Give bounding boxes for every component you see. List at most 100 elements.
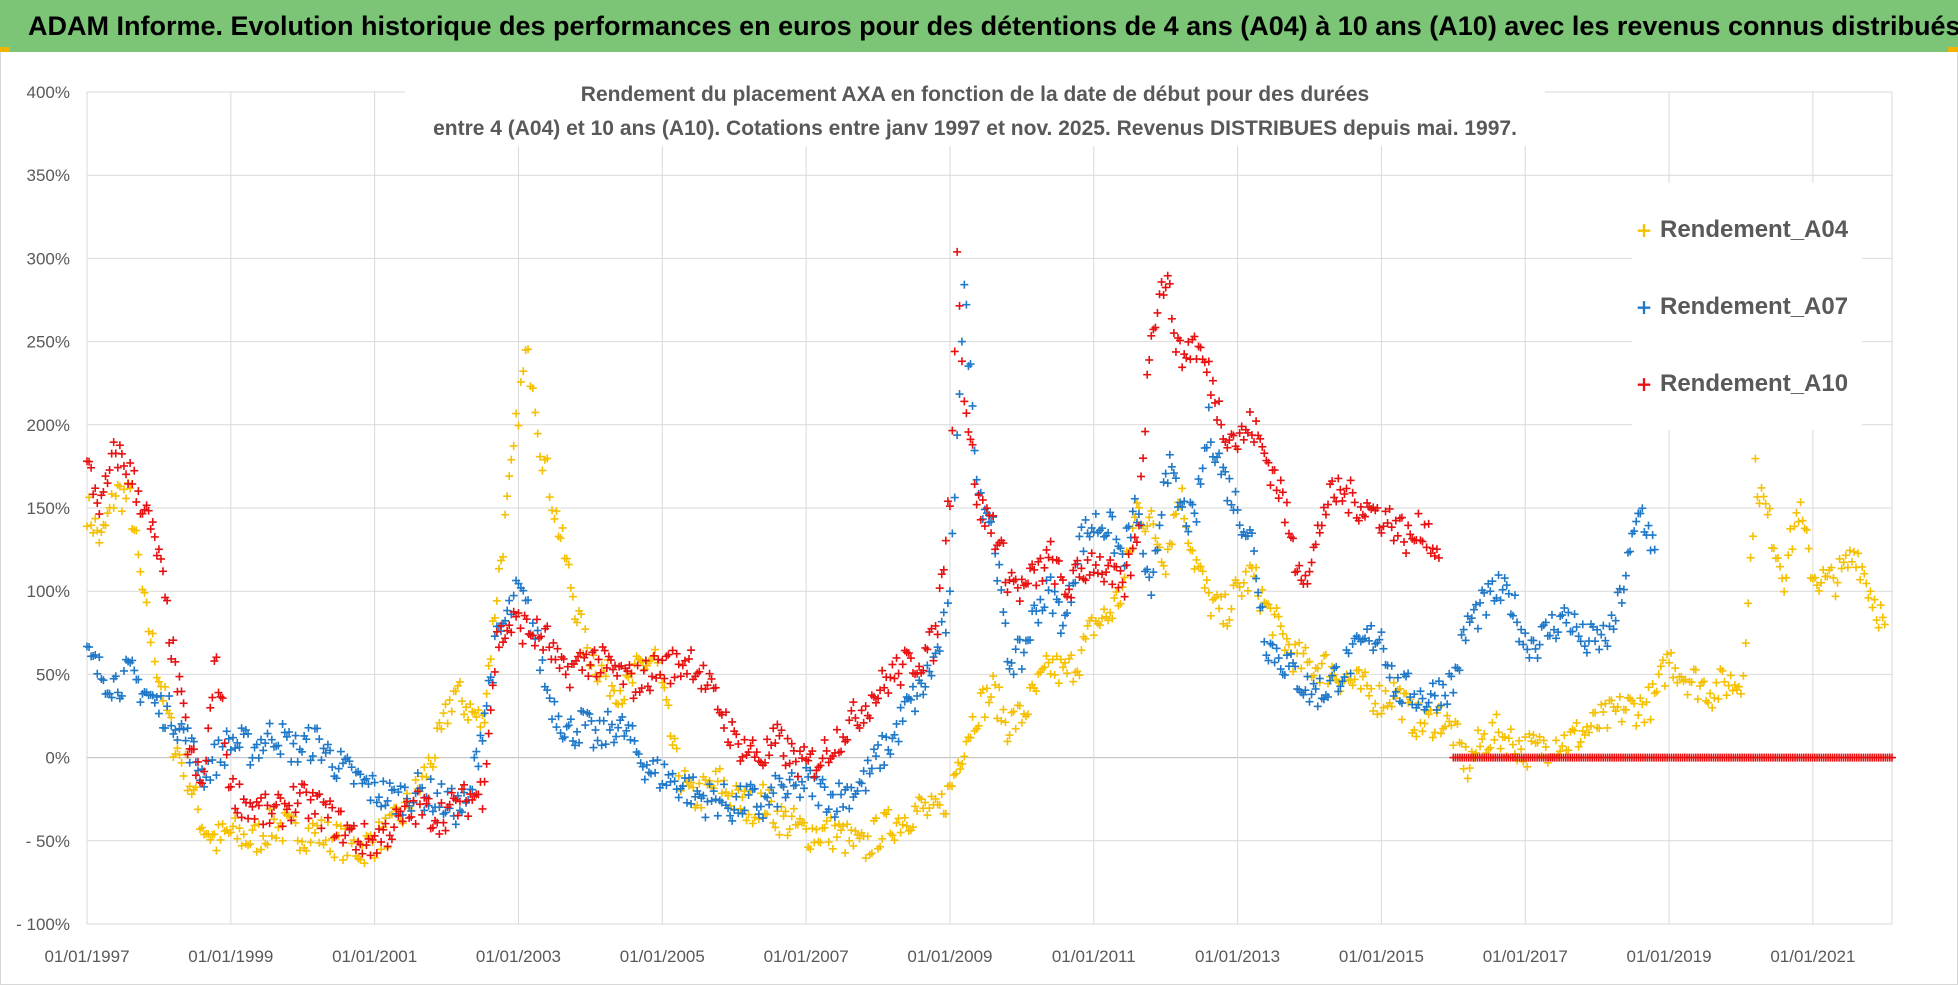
data-point xyxy=(528,384,537,393)
data-point xyxy=(122,494,131,503)
data-point xyxy=(1365,636,1374,645)
data-point xyxy=(1804,544,1813,553)
banner-title: ADAM Informe. Evolution historique des p… xyxy=(0,0,1958,52)
data-point xyxy=(507,628,516,637)
data-point xyxy=(1418,694,1427,703)
data-point xyxy=(798,777,807,786)
data-point xyxy=(798,754,807,763)
data-point xyxy=(372,849,381,858)
data-point xyxy=(1040,603,1049,612)
data-point xyxy=(1443,700,1452,709)
data-point xyxy=(1040,663,1049,672)
data-point xyxy=(214,688,223,697)
data-point xyxy=(1402,689,1411,698)
data-point xyxy=(396,782,405,791)
data-point xyxy=(1005,664,1014,673)
legend-item-a04: + Rendement_A04 xyxy=(1632,191,1862,268)
data-point xyxy=(1038,576,1047,585)
data-point xyxy=(377,845,386,854)
data-point xyxy=(474,706,483,715)
data-point xyxy=(1660,681,1669,690)
data-point xyxy=(948,426,957,435)
data-point xyxy=(935,584,944,593)
data-point xyxy=(1621,705,1630,714)
y-tick-label: - 100% xyxy=(16,915,70,934)
data-point xyxy=(726,811,735,820)
data-point xyxy=(1159,478,1168,487)
data-point xyxy=(428,823,437,832)
data-point xyxy=(470,753,479,762)
data-point xyxy=(332,774,341,783)
data-point xyxy=(748,736,757,745)
data-point xyxy=(1280,671,1289,680)
data-point xyxy=(1751,454,1760,463)
data-point xyxy=(578,666,587,675)
data-point xyxy=(476,722,485,731)
data-point xyxy=(1213,590,1222,599)
data-point xyxy=(126,459,135,468)
data-point xyxy=(1336,682,1345,691)
data-point xyxy=(783,789,792,798)
data-point xyxy=(607,681,616,690)
data-point xyxy=(1367,621,1376,630)
data-point xyxy=(658,779,667,788)
data-point xyxy=(1348,488,1357,497)
data-point xyxy=(1311,684,1320,693)
data-point xyxy=(218,694,227,703)
data-point xyxy=(1369,646,1378,655)
data-point xyxy=(1605,622,1614,631)
data-point xyxy=(326,797,335,806)
data-point xyxy=(276,794,285,803)
data-point xyxy=(1204,357,1213,366)
data-point xyxy=(1430,728,1439,737)
data-point xyxy=(1471,600,1480,609)
data-point xyxy=(1260,449,1269,458)
data-point xyxy=(841,848,850,857)
data-point xyxy=(1282,498,1291,507)
data-point xyxy=(392,805,401,814)
data-point xyxy=(1024,710,1033,719)
data-point xyxy=(453,681,462,690)
data-point xyxy=(1630,699,1639,708)
x-tick-label: 01/01/2007 xyxy=(764,947,849,966)
data-point xyxy=(984,698,993,707)
data-point xyxy=(579,707,588,716)
data-point xyxy=(1578,620,1587,629)
data-point xyxy=(1124,550,1133,559)
data-point xyxy=(237,724,246,733)
data-point xyxy=(955,301,964,310)
data-point xyxy=(941,809,950,818)
data-point xyxy=(1202,576,1211,585)
data-point xyxy=(1165,279,1174,288)
data-point xyxy=(1601,699,1610,708)
data-point xyxy=(832,807,841,816)
data-point xyxy=(1776,562,1785,571)
data-point xyxy=(638,762,647,771)
data-point xyxy=(1003,657,1012,666)
data-point xyxy=(524,596,533,605)
data-point xyxy=(200,767,209,776)
data-point xyxy=(1104,561,1113,570)
data-point xyxy=(1350,498,1359,507)
data-point xyxy=(482,689,491,698)
data-point xyxy=(927,624,936,633)
data-point xyxy=(890,836,899,845)
data-point xyxy=(1576,637,1585,646)
data-point xyxy=(372,798,381,807)
data-point xyxy=(1050,580,1059,589)
data-point xyxy=(1484,579,1493,588)
data-point xyxy=(107,490,116,499)
plus-marker-icon: + xyxy=(1635,371,1653,396)
data-point xyxy=(874,740,883,749)
data-point xyxy=(476,731,485,740)
data-point xyxy=(767,783,776,792)
data-point xyxy=(486,655,495,664)
data-point xyxy=(1161,469,1170,478)
data-point xyxy=(478,736,487,745)
data-point xyxy=(1815,586,1824,595)
data-point xyxy=(989,511,998,520)
data-point xyxy=(849,698,858,707)
data-point xyxy=(1595,724,1604,733)
data-point xyxy=(1180,497,1189,506)
data-point xyxy=(987,529,996,538)
